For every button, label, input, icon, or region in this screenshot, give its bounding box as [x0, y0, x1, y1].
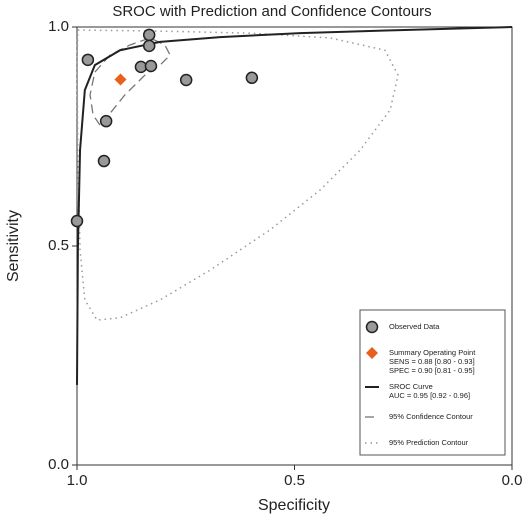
y-tick-label: 0.5 — [48, 237, 69, 254]
summary-point — [114, 73, 127, 86]
legend-label: Summary Operating Point — [389, 348, 476, 357]
y-axis-label: Sensitivity — [5, 210, 22, 282]
series-line — [76, 29, 399, 321]
legend-note: AUC = 0.95 [0.92 - 0.96] — [389, 391, 470, 400]
summary-point — [366, 347, 378, 359]
legend-label: 95% Confidence Contour — [389, 412, 473, 421]
data-point — [142, 28, 156, 42]
x-axis-label: Specificity — [258, 497, 330, 514]
data-point — [142, 39, 156, 53]
series-line — [89, 37, 171, 126]
data-point — [365, 320, 379, 334]
chart-title: SROC with Prediction and Confidence Cont… — [112, 3, 431, 20]
y-tick-label: 0.0 — [48, 456, 69, 473]
data-point — [179, 73, 193, 87]
legend-box — [359, 309, 506, 456]
data-point — [81, 53, 95, 67]
legend-note: SPEC = 0.90 [0.81 - 0.95] — [389, 366, 475, 375]
data-point — [97, 154, 111, 168]
x-tick-label: 0.0 — [502, 472, 523, 489]
legend-label: 95% Prediction Contour — [389, 438, 469, 447]
data-point — [144, 59, 158, 73]
y-tick-label: 1.0 — [48, 18, 69, 35]
legend-note: SENS = 0.88 [0.80 - 0.93] — [389, 357, 475, 366]
data-point — [70, 214, 84, 228]
data-point — [245, 71, 259, 85]
legend-label: SROC Curve — [389, 382, 433, 391]
x-tick-label: 0.5 — [284, 472, 305, 489]
data-point — [99, 114, 113, 128]
series-line — [76, 26, 513, 385]
legend-label: Observed Data — [389, 322, 440, 331]
x-tick-label: 1.0 — [67, 472, 88, 489]
